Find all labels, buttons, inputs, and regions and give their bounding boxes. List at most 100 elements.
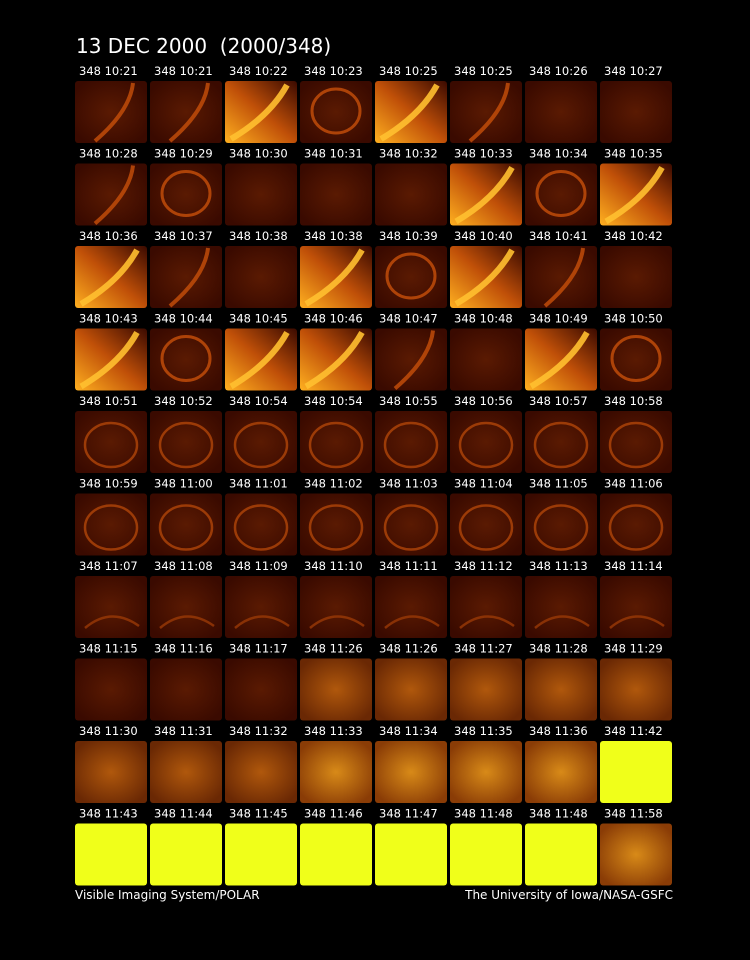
frame-label: 348 11:08 bbox=[154, 559, 213, 573]
frame-image bbox=[75, 823, 147, 886]
frame-label: 348 10:30 bbox=[229, 147, 288, 161]
aurora-band bbox=[229, 83, 290, 142]
aurora-arc bbox=[84, 615, 140, 629]
aurora-ring bbox=[535, 170, 587, 217]
aurora-band bbox=[79, 331, 140, 390]
frame-label: 348 10:34 bbox=[529, 147, 588, 161]
frame-background bbox=[225, 163, 297, 226]
aurora-arc bbox=[534, 615, 590, 629]
frame-image bbox=[300, 741, 372, 803]
frame-image bbox=[150, 328, 222, 391]
frame-image bbox=[375, 658, 447, 721]
frame-image bbox=[450, 741, 522, 803]
frame-background bbox=[450, 741, 522, 803]
frame-image bbox=[450, 81, 522, 143]
frame-label: 348 11:05 bbox=[529, 477, 588, 491]
frame-label: 348 10:41 bbox=[529, 229, 588, 243]
frame-image bbox=[450, 576, 522, 638]
frame-background bbox=[225, 411, 297, 473]
frame-label: 348 10:43 bbox=[79, 312, 138, 326]
frame-image bbox=[150, 163, 222, 226]
frame-image bbox=[600, 411, 672, 473]
frame-background bbox=[600, 823, 672, 886]
frame-background bbox=[300, 741, 372, 803]
frame-label: 348 11:46 bbox=[304, 807, 363, 821]
frame-background bbox=[450, 823, 522, 886]
frame-label: 348 11:26 bbox=[379, 642, 438, 656]
aurora-arc bbox=[168, 82, 210, 143]
frame-image bbox=[300, 163, 372, 226]
frame-image bbox=[225, 823, 297, 886]
frame-image bbox=[300, 823, 372, 886]
frame-background bbox=[450, 328, 522, 391]
frame-label: 348 10:25 bbox=[454, 64, 513, 78]
frame-image bbox=[450, 328, 522, 391]
frame-label: 348 10:51 bbox=[79, 394, 138, 408]
frame-background bbox=[375, 823, 447, 886]
aurora-band bbox=[304, 331, 365, 390]
frame-background bbox=[525, 411, 597, 473]
frame-background bbox=[300, 163, 372, 226]
frame-image bbox=[600, 81, 672, 143]
frame-background bbox=[525, 823, 597, 886]
frame-image bbox=[75, 328, 147, 391]
frame-image bbox=[75, 163, 147, 226]
frame-background bbox=[375, 741, 447, 803]
frame-image bbox=[600, 493, 672, 556]
frame-image bbox=[450, 411, 522, 473]
frame-background bbox=[375, 163, 447, 226]
frame-image bbox=[75, 658, 147, 721]
frame-background bbox=[150, 411, 222, 473]
frame-image bbox=[525, 493, 597, 556]
frame-background bbox=[375, 493, 447, 556]
frame-background bbox=[375, 411, 447, 473]
frame-image bbox=[150, 81, 222, 143]
aurora-arc bbox=[609, 615, 665, 629]
frame-background bbox=[525, 658, 597, 721]
aurora-arc bbox=[159, 615, 215, 629]
frame-image bbox=[600, 741, 672, 803]
frame-image bbox=[75, 576, 147, 638]
frame-image bbox=[150, 658, 222, 721]
frame-label: 348 10:27 bbox=[604, 64, 663, 78]
frame-image bbox=[300, 81, 372, 143]
frame-image bbox=[75, 411, 147, 473]
frame-label: 348 11:48 bbox=[454, 807, 513, 821]
aurora-oval bbox=[608, 504, 664, 551]
frame-image bbox=[600, 576, 672, 638]
frame-background bbox=[75, 163, 147, 226]
frame-image bbox=[375, 411, 447, 473]
frame-background bbox=[300, 658, 372, 721]
aurora-ring bbox=[160, 335, 212, 382]
aurora-band bbox=[454, 248, 515, 307]
frame-label: 348 10:35 bbox=[604, 147, 663, 161]
aurora-ring bbox=[610, 335, 662, 382]
frame-label: 348 11:32 bbox=[229, 724, 288, 738]
frame-label: 348 11:12 bbox=[454, 559, 513, 573]
frame-background bbox=[75, 823, 147, 886]
frame-image bbox=[600, 328, 672, 391]
frame-label: 348 11:45 bbox=[229, 807, 288, 821]
frame-image bbox=[375, 328, 447, 391]
frame-label: 348 11:09 bbox=[229, 559, 288, 573]
aurora-oval bbox=[383, 421, 439, 469]
frame-image bbox=[300, 493, 372, 556]
aurora-oval bbox=[83, 504, 139, 551]
aurora-oval bbox=[533, 504, 589, 551]
aurora-oval bbox=[458, 421, 514, 469]
frame-label: 348 11:44 bbox=[154, 807, 213, 821]
frame-background bbox=[150, 823, 222, 886]
aurora-arc bbox=[459, 615, 515, 629]
frame-image bbox=[225, 493, 297, 556]
frame-label: 348 10:44 bbox=[154, 312, 213, 326]
frame-label: 348 10:31 bbox=[304, 147, 363, 161]
frame-label: 348 10:38 bbox=[304, 229, 363, 243]
aurora-oval bbox=[158, 504, 214, 551]
frame-image bbox=[525, 741, 597, 803]
footer-right: The University of Iowa/NASA-GSFC bbox=[464, 888, 673, 902]
frame-label: 348 11:58 bbox=[604, 807, 663, 821]
aurora-oval bbox=[308, 421, 364, 469]
frame-label: 348 11:48 bbox=[529, 807, 588, 821]
frame-background bbox=[225, 246, 297, 308]
